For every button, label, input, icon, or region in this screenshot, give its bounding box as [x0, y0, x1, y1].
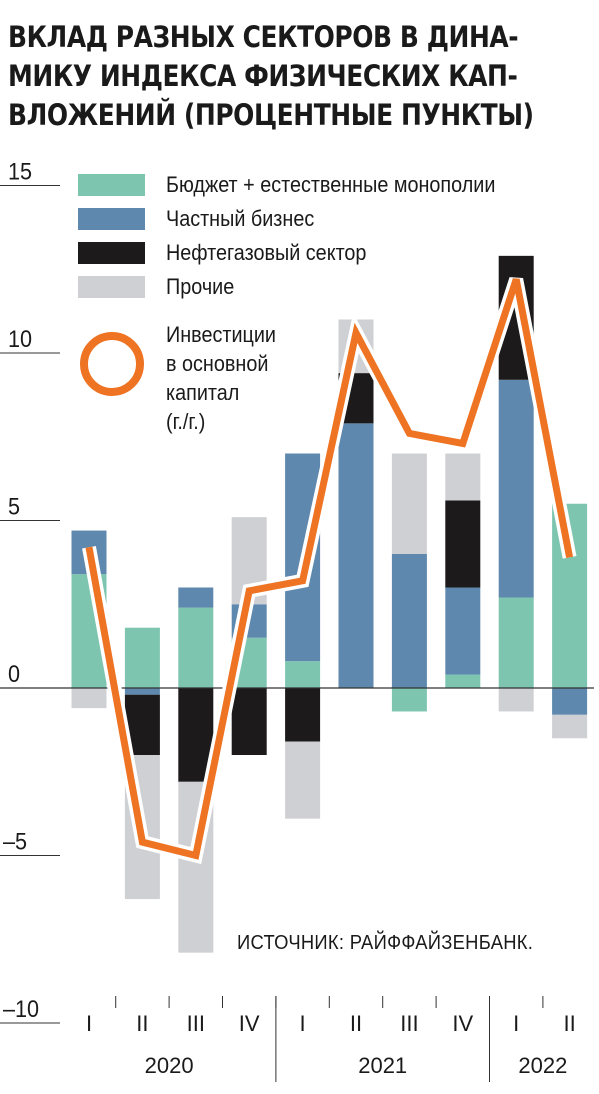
bar-segment-budget [445, 674, 481, 688]
bar-segment-private [552, 688, 588, 715]
legend-swatch-budget [78, 174, 145, 196]
chart-title: ВКЛАД РАЗНЫХ СЕКТОРОВ В ДИНА- МИКУ ИНДЕК… [8, 18, 593, 135]
legend-label-investment: Инвестиции в основной капитал (г./г.) [166, 320, 276, 436]
title-line-3: ВЛОЖЕНИЙ (ПРОЦЕНТНЫЕ ПУНКТЫ) [8, 98, 534, 132]
legend-label-oilgas: Нефтегазовый сектор [166, 240, 367, 265]
title-line-1: ВКЛАД РАЗНЫХ СЕКТОРОВ В ДИНА- [8, 20, 519, 54]
investment-label-line-1: Инвестиции [166, 322, 276, 347]
x-tick-label: II [136, 1011, 148, 1036]
bar-segment-other [391, 453, 427, 554]
year-label: 2021 [358, 1053, 407, 1078]
investment-line [85, 278, 574, 860]
x-tick-label: II [350, 1011, 362, 1036]
x-tick-label: I [300, 1011, 306, 1036]
x-tick-label: III [187, 1011, 205, 1036]
bar-segment-budget [178, 607, 214, 688]
bar-segment-other [71, 688, 107, 709]
y-tick-label: 5 [8, 492, 20, 519]
title-line-2: МИКУ ИНДЕКСА ФИЗИЧЕСКИХ КАП- [8, 59, 518, 93]
bar-segment-private [391, 554, 427, 688]
investment-line-halo [82, 277, 577, 865]
y-tick-label: 10 [8, 325, 32, 352]
bar-segment-oilgas [231, 688, 267, 755]
bar-segment-private [178, 587, 214, 608]
x-tick-label: IV [452, 1011, 473, 1036]
source-note: ИСТОЧНИК: РАЙФФАЙЗЕНБАНК. [237, 932, 534, 954]
year-label: 2020 [145, 1053, 194, 1078]
investment-label-line-2: в основной [166, 351, 269, 376]
bar-segment-other [285, 741, 321, 819]
investment-label-line-4: (г./г.) [166, 409, 206, 434]
legend-swatch-oilgas [78, 242, 145, 264]
bar-segment-oilgas [285, 688, 321, 742]
x-tick-label: IV [239, 1011, 260, 1036]
bar-segment-budget [391, 688, 427, 712]
legend-label-budget: Бюджет + естественные монополии [166, 172, 496, 197]
bar-segment-budget [498, 597, 534, 688]
bar-segment-budget [285, 661, 321, 688]
y-tick-label: 15 [8, 157, 32, 184]
bar-segment-private [338, 423, 374, 688]
legend-swatch-private [78, 208, 145, 230]
investment-label-line-3: капитал [166, 380, 240, 405]
bar-segment-other [445, 453, 481, 501]
legend-investment-ring-icon [80, 332, 144, 396]
y-tick-label: –10 [3, 995, 39, 1022]
x-tick-label: I [86, 1011, 92, 1036]
x-tick-label: III [400, 1011, 418, 1036]
y-tick-label: 0 [8, 660, 20, 687]
bar-segment-private [124, 688, 160, 695]
y-tick-label: –5 [3, 827, 27, 854]
legend-swatch-other [78, 276, 145, 298]
legend-label-private: Частный бизнес [166, 206, 315, 231]
bar-segment-oilgas [445, 500, 481, 588]
bar-segment-other [552, 714, 588, 739]
x-tick-label: I [513, 1011, 519, 1036]
bar-segment-budget [124, 627, 160, 688]
legend-label-other: Прочие [166, 274, 235, 299]
x-tick-label: II [563, 1011, 575, 1036]
year-label: 2022 [518, 1053, 567, 1078]
bar-segment-other [498, 688, 534, 712]
bar-segment-private [445, 587, 481, 675]
bar-segment-private [498, 379, 534, 598]
